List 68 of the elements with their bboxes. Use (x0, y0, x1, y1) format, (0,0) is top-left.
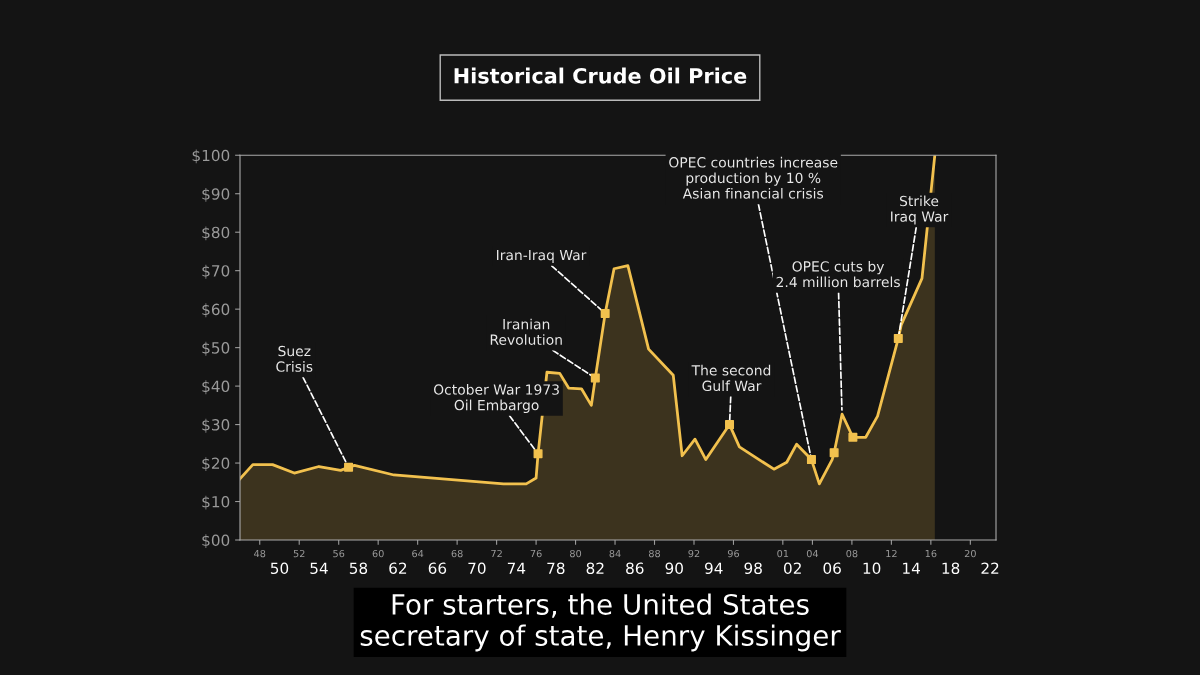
x-tick-label: 88 (648, 549, 661, 558)
x-tick-label: 04 (806, 549, 819, 558)
x2-tick-label: 86 (626, 562, 644, 574)
x2-tick-label: 78 (547, 562, 565, 574)
x-tick-label: 76 (530, 549, 542, 558)
annotation: Iran-Iraq War (497, 249, 587, 263)
point (806, 455, 816, 465)
y-tick-label: $100 (192, 149, 230, 164)
x-tick-label: 08 (846, 549, 858, 558)
annotation: Iranian Revolution (490, 318, 562, 345)
point (533, 449, 543, 459)
annotation: Suez Crisis (276, 345, 313, 372)
y-tick-label: $50 (202, 341, 230, 356)
chart-title: Historical Crude Oil Price (454, 67, 747, 84)
annotation: October War 1973 Oil Embargo (433, 384, 559, 414)
x-tick-label: 20 (964, 549, 976, 558)
x-tick-label: 84 (609, 549, 621, 558)
x-tick-label: 72 (491, 549, 502, 558)
y-tick-label: $90 (202, 187, 230, 202)
annotation: Strike Iraq War (891, 195, 949, 225)
point (829, 448, 839, 458)
x-tick-label: 68 (451, 549, 463, 558)
y-tick-label: $40 (202, 380, 230, 395)
x2-tick-label: 94 (704, 562, 723, 574)
y-tick-label: $70 (202, 264, 230, 279)
text: For starters, the United States secretary of state, Henry Kissinger (360, 593, 841, 652)
x2-tick-label: 14 (903, 562, 920, 574)
x2-tick-label: 18 (942, 562, 960, 574)
x2-tick-label: 98 (744, 562, 762, 574)
annotation: OPEC cuts by 2.4 million barrels (776, 260, 900, 288)
x2-tick-label: 90 (665, 562, 683, 574)
x2-tick-label: 66 (428, 562, 447, 574)
annotation: OPEC countries increase production by 10 % Asian financial crisis (669, 156, 838, 199)
x2-tick-label: 06 (823, 562, 841, 574)
annotation: The second Gulf War (691, 364, 771, 392)
x2-tick-label: 22 (981, 562, 999, 574)
x2-tick-label: 62 (389, 562, 407, 574)
point (344, 462, 354, 472)
x-tick-label: 64 (412, 549, 424, 558)
x-tick-label: 52 (293, 549, 305, 558)
x2-tick-label: 10 (863, 562, 881, 574)
point (600, 308, 610, 318)
y-tick-label: $00 (202, 534, 230, 549)
x-tick-label: 01 (777, 549, 789, 558)
x-tick-label: 60 (372, 549, 384, 558)
y-tick-label: $20 (202, 457, 230, 472)
x-tick-label: 48 (254, 549, 266, 558)
y-tick-label: $80 (202, 226, 230, 241)
y-tick-label: $30 (202, 418, 230, 433)
x-tick-label: 80 (570, 549, 582, 558)
x2-tick-label: 50 (270, 562, 289, 574)
x-tick-label: 12 (886, 549, 897, 558)
x2-tick-label: 74 (507, 562, 526, 574)
x2-tick-label: 70 (468, 562, 486, 574)
point (590, 373, 600, 383)
x-tick-label: 96 (727, 549, 740, 558)
x-tick-label: 92 (688, 549, 700, 558)
y-tick-label: $10 (202, 495, 230, 510)
x2-tick-label: 58 (349, 562, 368, 574)
x-tick-label: 56 (333, 549, 345, 558)
x2-tick-label: 82 (586, 562, 604, 574)
point (848, 432, 858, 442)
point (893, 333, 903, 343)
x2-tick-label: 54 (310, 562, 328, 574)
x2-tick-label: 02 (783, 562, 801, 574)
point (725, 420, 735, 430)
x-tick-label: 16 (925, 549, 937, 558)
y-tick-label: $60 (202, 303, 230, 318)
